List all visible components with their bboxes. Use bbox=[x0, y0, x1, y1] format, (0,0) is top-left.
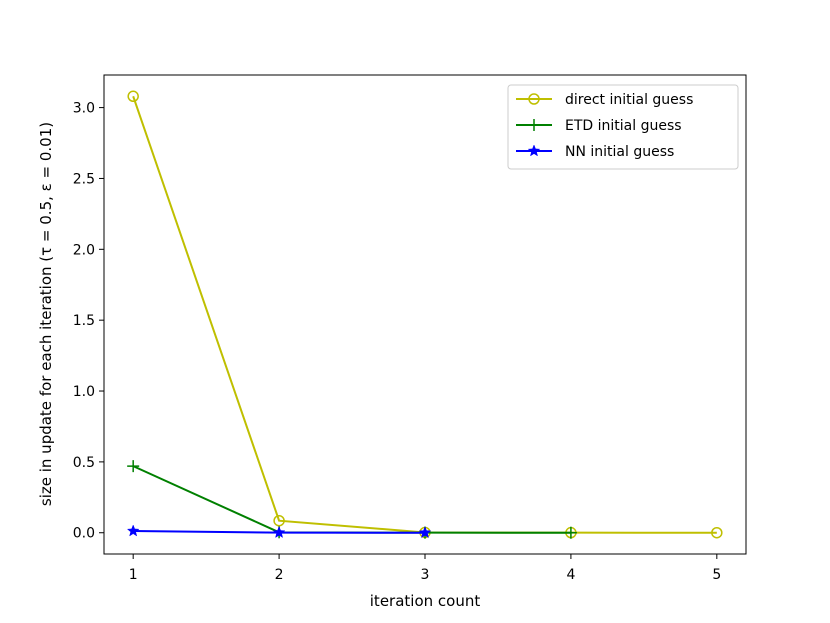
data-point-series-3 bbox=[418, 526, 432, 539]
legend-marker bbox=[527, 144, 541, 157]
legend-label: direct initial guess bbox=[565, 92, 693, 108]
y-tick-label: 0.5 bbox=[73, 455, 95, 471]
legend-item: direct initial guess bbox=[516, 92, 693, 108]
x-tick-label: 1 bbox=[129, 567, 138, 583]
data-point-series-2 bbox=[564, 526, 577, 539]
data-point-series-1 bbox=[711, 526, 723, 539]
legend-item: NN initial guess bbox=[516, 144, 674, 160]
data-point-series-3 bbox=[126, 524, 140, 537]
legend: direct initial guess ETD initial guess NN … bbox=[507, 84, 739, 170]
x-tick-label: 2 bbox=[275, 567, 284, 583]
x-axis-ticks: 1 2 3 4 5 bbox=[129, 554, 721, 583]
y-axis-ticks: 0.0 0.5 1.0 1.5 2.0 2.5 3.0 bbox=[73, 101, 104, 542]
y-tick-label: 2.0 bbox=[73, 242, 95, 258]
y-tick-label: 3.0 bbox=[73, 101, 95, 117]
data-point-series-2 bbox=[127, 460, 140, 473]
legend-marker bbox=[528, 119, 540, 131]
x-axis-label: iteration count bbox=[370, 592, 481, 610]
data-point-series-1 bbox=[127, 90, 139, 103]
y-tick-label: 2.5 bbox=[73, 171, 95, 187]
y-tick-label: 0.0 bbox=[73, 526, 95, 542]
x-tick-label: 3 bbox=[421, 567, 430, 583]
y-axis-label: size in update for each iteration (τ = 0… bbox=[37, 122, 55, 506]
plot-area bbox=[126, 90, 723, 539]
legend-marker bbox=[528, 93, 540, 105]
legend-item: ETD initial guess bbox=[516, 118, 682, 134]
data-point-series-1 bbox=[273, 514, 285, 527]
x-tick-label: 5 bbox=[712, 567, 721, 583]
y-tick-label: 1.0 bbox=[73, 384, 95, 400]
data-point-series-3 bbox=[272, 525, 286, 539]
x-tick-label: 4 bbox=[566, 567, 575, 583]
series-line-2 bbox=[132, 465, 571, 534]
y-tick-label: 1.5 bbox=[73, 313, 95, 329]
legend-label: NN initial guess bbox=[565, 144, 674, 160]
legend-box bbox=[507, 84, 739, 170]
legend-label: ETD initial guess bbox=[565, 118, 682, 134]
